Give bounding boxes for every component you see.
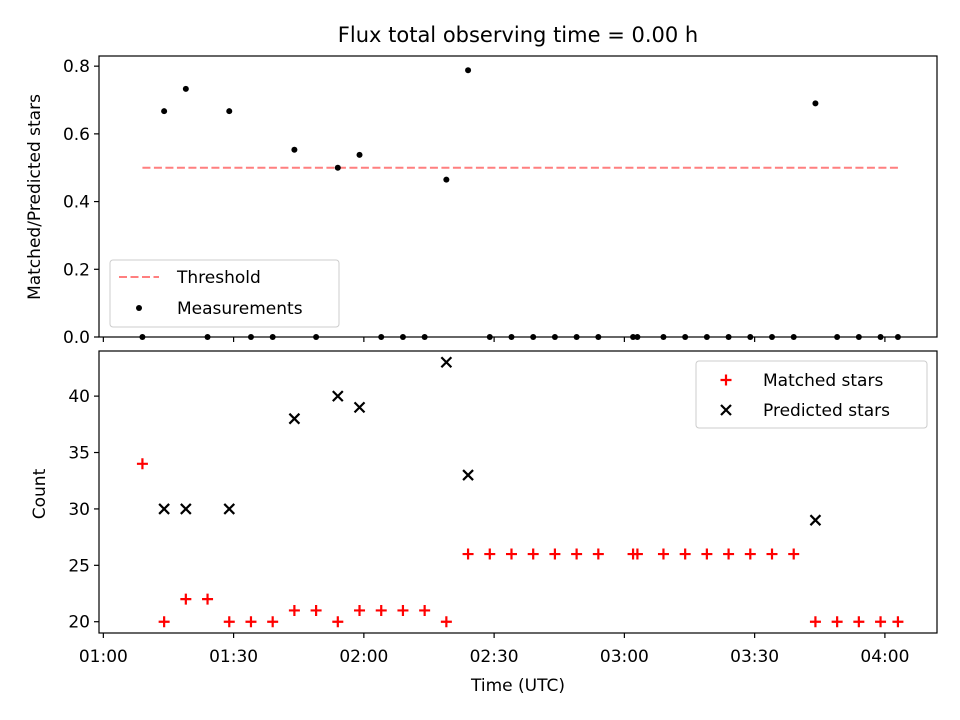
legend-matched-label: Matched stars [763,371,883,391]
predicted-star-point [462,469,474,481]
matched-star-point [245,616,257,628]
matched-star-point [136,458,148,470]
legend-box [695,360,928,429]
x-tick-label: 03:00 [600,647,649,667]
bottom-plot-frame [98,350,938,634]
matched-star-point [397,604,409,616]
y-tick-label: 30 [68,500,90,520]
matched-star-point [723,548,735,560]
matched-star-point [631,548,643,560]
matched-star-point [202,593,214,605]
predicted-star-point [353,401,366,414]
matched-star-point [505,548,517,560]
predicted-star-point [440,356,453,369]
x-axis-label: Time (UTC) [470,676,565,696]
matched-star-point [571,548,583,560]
y-tick-label: 0.8 [63,57,90,77]
measurement-point [334,164,341,171]
bottom-legend: Matched stars Predicted stars [695,360,928,429]
matched-star-point [484,548,496,560]
top-y-axis-label: Matched/Predicted stars [25,94,45,300]
legend-measurements-swatch [136,305,142,311]
y-tick-label: 0.2 [63,260,90,280]
matched-star-point [440,616,452,628]
measurement-point [443,176,450,183]
measurement-point [182,85,189,92]
matched-star-point [223,616,235,628]
predicted-star-point [288,412,301,425]
matched-star-point [788,548,800,560]
matched-star-point [657,548,669,560]
top-plot-frame [98,55,938,338]
measurement-point [291,146,298,153]
top-panel: 0.0 0.2 0.4 0.6 0.8 Threshold Measurements [63,55,938,348]
measurement-point [226,108,233,115]
matched-star-point [831,616,843,628]
matched-star-point [158,616,170,628]
y-tick-label: 35 [68,444,90,464]
legend-box [109,259,340,328]
measurement-point [812,100,819,107]
predicted-star-point [332,390,344,402]
legend-predicted-label: Predicted stars [763,401,890,421]
y-tick-label: 40 [68,387,90,407]
y-tick-label: 0.4 [63,193,90,213]
matched-star-point [332,616,344,628]
legend-measurements-label: Measurements [177,299,303,319]
matched-star-point [679,548,691,560]
x-tick-label: 01:30 [209,647,258,667]
y-tick-label: 0.0 [63,328,90,348]
bottom-y-axis-label: Count [30,468,50,519]
measurement-point [161,108,168,115]
matched-star-point [527,548,539,560]
legend-threshold-label: Threshold [176,268,261,288]
measurement-point [465,67,472,74]
x-tick-label: 01:00 [79,647,128,667]
predicted-star-point [180,503,192,515]
matched-star-point [766,548,778,560]
matched-star-point [288,604,300,616]
matched-star-point [419,604,431,616]
matched-star-point [875,616,887,628]
y-tick-label: 20 [68,613,90,633]
matched-star-point [853,616,865,628]
predicted-star-point [158,503,170,515]
y-tick-label: 0.6 [63,125,90,145]
matched-star-point [744,548,756,560]
matched-star-point [180,593,192,605]
matched-star-point [701,548,713,560]
matched-star-point [892,616,904,628]
x-tick-label: 02:00 [339,647,388,667]
matched-star-point [267,616,279,628]
x-tick-label: 04:00 [860,647,909,667]
predicted-star-point [223,503,236,515]
legend-matched-swatch [720,374,732,386]
bottom-panel: 20 25 30 35 40 01:00 01:30 02:00 02:30 03:00 03:30… [68,350,938,667]
matched-star-point [549,548,561,560]
matched-star-point [375,604,387,616]
top-legend: Threshold Measurements [109,259,340,328]
x-tick-label: 03:30 [730,647,779,667]
measurement-point [356,151,363,158]
matched-star-point [310,604,322,616]
predicted-star-point [809,514,822,526]
legend-predicted-swatch [720,404,732,416]
x-tick-label: 02:30 [470,647,519,667]
matched-star-point [462,548,474,560]
matched-star-point [809,616,821,628]
y-tick-label: 25 [68,556,90,576]
chart-title: Flux total observing time = 0.00 h [338,23,698,47]
matched-star-point [592,548,604,560]
matched-star-point [354,604,366,616]
